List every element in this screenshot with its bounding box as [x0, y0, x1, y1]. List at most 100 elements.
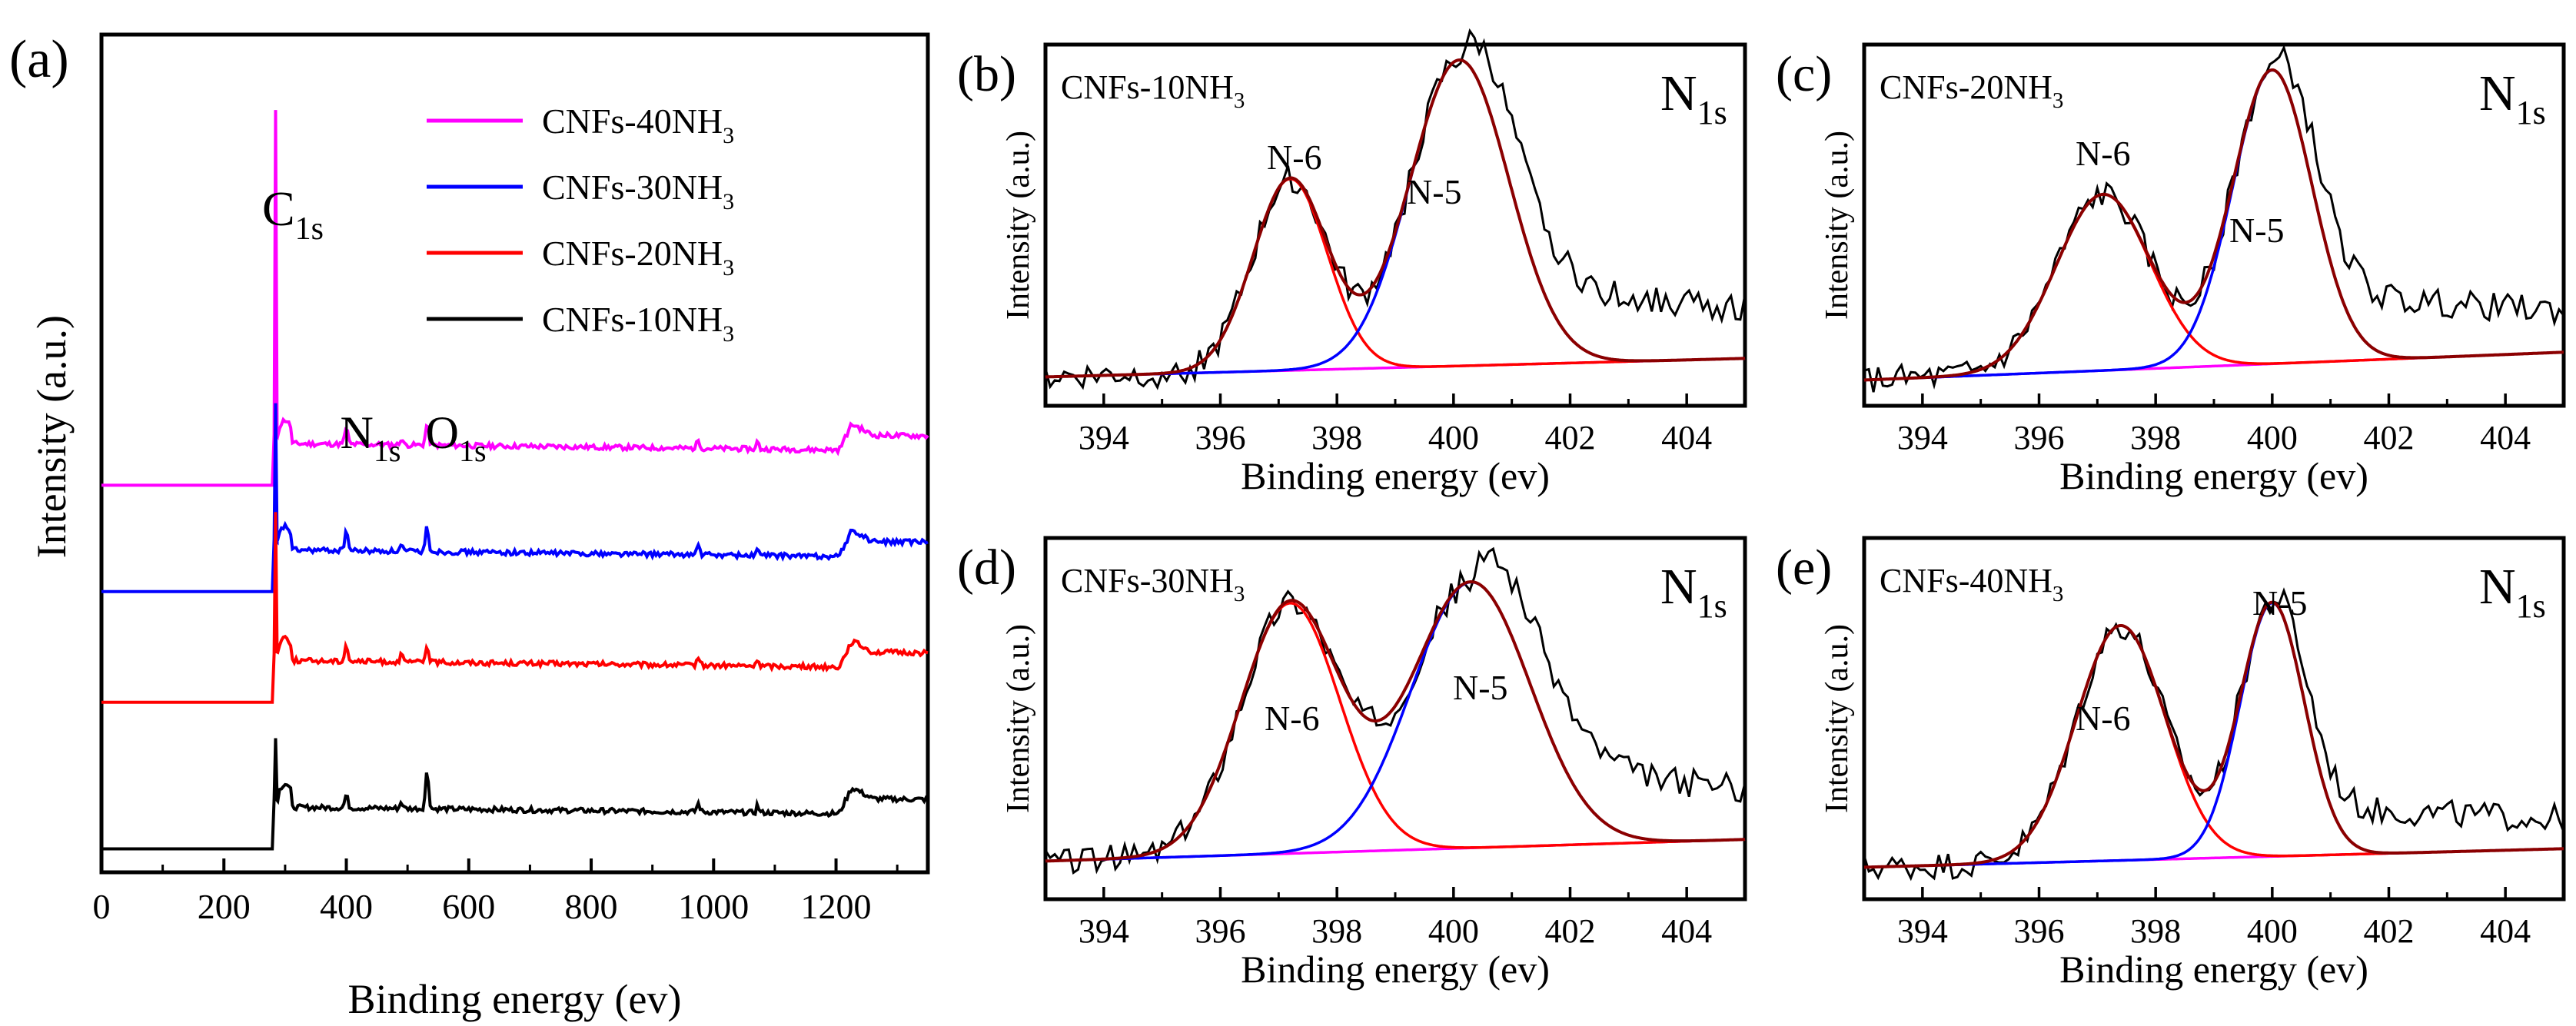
- x-axis-label-d: Binding energy (ev): [1241, 948, 1550, 991]
- region-label-d: N1s: [1660, 559, 1727, 625]
- x-tick-label-d: 400: [1428, 912, 1479, 950]
- n5-component-b: [1045, 58, 1746, 379]
- sample-name-c: CNFs-20NH3: [1880, 68, 2063, 113]
- label-subscript: 3: [2052, 88, 2064, 113]
- panel-e: 394 396 398 400 402 404 Binding energy (ev) Int…: [1776, 536, 2566, 991]
- x-tick-label-d: 398: [1311, 912, 1362, 950]
- survey-spectrum-2: [101, 403, 929, 593]
- x-tick-label-b: 394: [1079, 419, 1129, 457]
- panel-b: 394 396 398 400 402 404 Binding energy (ev) Int…: [957, 28, 1747, 497]
- label-subscript: 1s: [295, 211, 324, 247]
- region-label-c: N1s: [2479, 65, 2546, 131]
- x-tick-label-e: 402: [2364, 912, 2415, 950]
- label-base: C: [262, 181, 295, 236]
- x-tick-label-b: 396: [1195, 419, 1246, 457]
- legend-entry-a: CNFs-20NH3: [542, 234, 734, 281]
- label-base: CNFs-20NH: [542, 234, 723, 273]
- raw-spectrum-d: [1044, 546, 1747, 875]
- x-tick-label-c: 400: [2247, 419, 2298, 457]
- label-subscript: 3: [2052, 582, 2064, 606]
- label-base: CNFs-10NH: [1061, 68, 1234, 106]
- x-tick-label-d: 396: [1195, 912, 1246, 950]
- x-axis-label-b: Binding energy (ev): [1241, 454, 1550, 497]
- label-base: CNFs-30NH: [1061, 562, 1234, 599]
- x-tick-label-a: 800: [565, 887, 618, 926]
- sample-name-b: CNFs-10NH3: [1061, 68, 1245, 113]
- y-axis-label-b: Intensity (a.u.): [1001, 131, 1036, 320]
- survey-spectrum-3: [101, 512, 929, 704]
- n5-component-e: [1864, 601, 2564, 869]
- x-tick-label-b: 398: [1311, 419, 1362, 457]
- survey-spectrum-4: [101, 738, 929, 851]
- x-tick-label-b: 404: [1661, 419, 1712, 457]
- legend-entry-a: CNFs-10NH3: [542, 300, 734, 347]
- x-tick-label-e: 404: [2480, 912, 2531, 950]
- sample-name-e: CNFs-40NH3: [1880, 562, 2063, 606]
- n5-component-d: [1045, 580, 1746, 863]
- survey-spectrum-1: [101, 110, 929, 487]
- peak-annotation-a: O1s: [426, 407, 487, 468]
- peak-label-e: N-5: [2252, 583, 2308, 623]
- x-axis-label-c: Binding energy (ev): [2059, 454, 2368, 497]
- label-base: N: [2479, 65, 2516, 121]
- peak-label-d: N-5: [1453, 668, 1508, 707]
- label-base: CNFs-30NH: [542, 168, 723, 207]
- label-base: CNFs-20NH: [1880, 68, 2052, 106]
- n6-component-b: [1045, 177, 1746, 379]
- x-tick-label-e: 396: [2014, 912, 2065, 950]
- peak-label-c: N-6: [2076, 134, 2131, 173]
- x-tick-label-e: 394: [1897, 912, 1948, 950]
- sample-name-d: CNFs-30NH3: [1061, 562, 1245, 606]
- y-axis-label-a: Intensity (a.u.): [28, 315, 75, 558]
- peak-annotation-a: N1s: [341, 407, 401, 468]
- y-axis-label-e: Intensity (a.u.): [1820, 624, 1855, 813]
- x-tick-label-a: 0: [93, 887, 111, 926]
- fit-envelope-b: [1045, 58, 1746, 379]
- n5-component-c: [1863, 68, 2564, 382]
- fit-envelope-c: [1863, 68, 2564, 382]
- x-axis-label-e: Binding energy (ev): [2059, 948, 2368, 991]
- label-base: N: [2479, 559, 2516, 615]
- panel-label-c: (c): [1776, 46, 1832, 102]
- peak-annotation-a: C1s: [262, 181, 324, 247]
- label-base: N: [1660, 65, 1697, 121]
- fit-envelope-d: [1045, 579, 1746, 863]
- label-subscript: 1s: [2516, 94, 2546, 131]
- x-tick-label-a: 1000: [678, 887, 749, 926]
- legend-entry-a: CNFs-40NH3: [542, 101, 734, 148]
- panel-label-d: (d): [957, 540, 1016, 596]
- label-subscript: 1s: [459, 433, 487, 468]
- x-tick-label-b: 402: [1545, 419, 1596, 457]
- peak-label-e: N-6: [2076, 699, 2131, 738]
- x-tick-label-e: 398: [2130, 912, 2181, 950]
- label-subscript: 1s: [1697, 587, 1727, 625]
- plot-frame-a: [99, 32, 930, 875]
- panel-a: (a) 0 200 400 600 800 1000 1200 Binding energy (…: [9, 30, 930, 1022]
- label-base: N: [1660, 559, 1697, 615]
- x-tick-label-c: 396: [2014, 419, 2065, 457]
- x-tick-label-b: 400: [1428, 419, 1479, 457]
- legend-entry-a: CNFs-30NH3: [542, 168, 734, 214]
- label-base: O: [426, 407, 459, 458]
- label-subscript: 3: [723, 123, 734, 148]
- n6-component-c: [1863, 193, 2564, 382]
- label-base: CNFs-10NH: [542, 300, 723, 339]
- x-tick-label-c: 402: [2364, 419, 2415, 457]
- label-subscript: 1s: [374, 433, 401, 468]
- x-tick-label-c: 394: [1897, 419, 1948, 457]
- label-base: N: [341, 407, 374, 458]
- y-axis-label-d: Intensity (a.u.): [1001, 624, 1036, 813]
- label-subscript: 3: [1234, 88, 1245, 113]
- x-tick-label-d: 394: [1079, 912, 1129, 950]
- panel-d: 394 396 398 400 402 404 Binding energy (ev) Int…: [957, 536, 1747, 991]
- label-subscript: 3: [723, 321, 734, 347]
- panel-c: 394 396 398 400 402 404 Binding energy (ev) Int…: [1776, 42, 2566, 497]
- x-tick-label-a: 600: [442, 887, 495, 926]
- label-base: CNFs-40NH: [1880, 562, 2052, 599]
- label-subscript: 1s: [2516, 587, 2546, 625]
- x-tick-label-c: 404: [2480, 419, 2531, 457]
- x-tick-label-d: 404: [1661, 912, 1712, 950]
- x-tick-label-a: 400: [320, 887, 373, 926]
- x-tick-label-a: 1200: [801, 887, 872, 926]
